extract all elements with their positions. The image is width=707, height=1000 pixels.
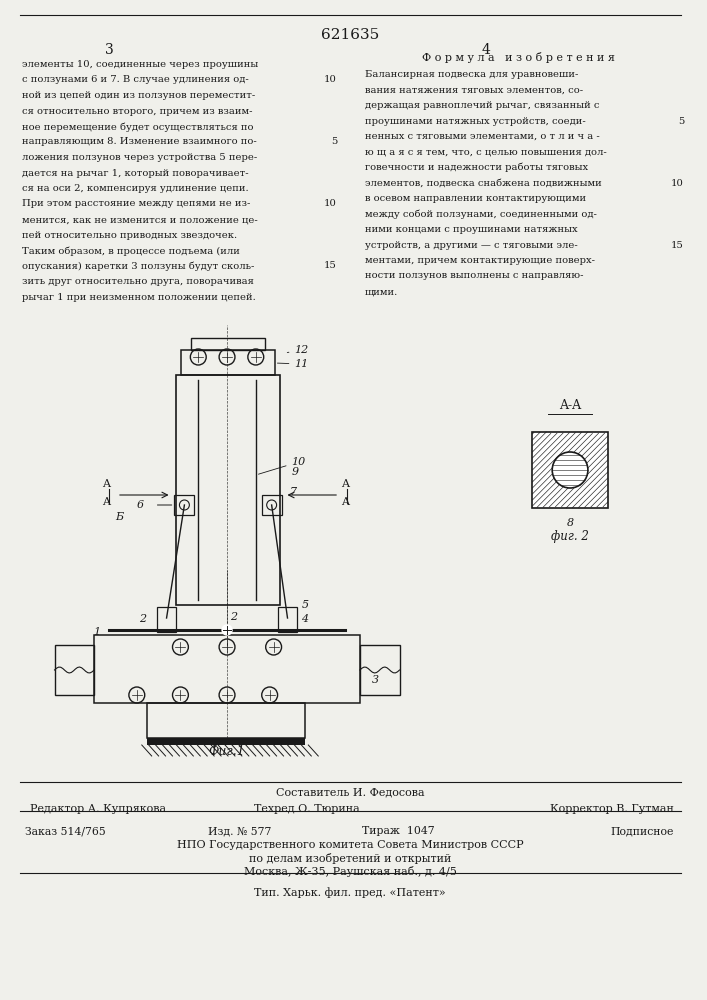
Text: Заказ 514/765: Заказ 514/765 bbox=[25, 826, 105, 836]
Circle shape bbox=[552, 452, 588, 488]
Text: 8: 8 bbox=[566, 518, 573, 528]
Text: Тип. Харьк. фил. пред. «Патент»: Тип. Харьк. фил. пред. «Патент» bbox=[254, 887, 446, 898]
Text: Корректор В. Гутман: Корректор В. Гутман bbox=[550, 804, 674, 814]
Text: 4: 4 bbox=[481, 43, 490, 57]
Text: ними концами с проушинами натяжных: ними концами с проушинами натяжных bbox=[365, 225, 578, 234]
Text: ной из цепей один из ползунов переместит-: ной из цепей один из ползунов переместит… bbox=[22, 91, 255, 100]
Text: щими.: щими. bbox=[365, 287, 398, 296]
Text: элементы 10, соединенные через проушины: элементы 10, соединенные через проушины bbox=[22, 60, 258, 69]
Text: Москва, Ж-35, Раушская наб., д. 4/5: Москва, Ж-35, Раушская наб., д. 4/5 bbox=[243, 866, 457, 877]
Text: Составитель И. Федосова: Составитель И. Федосова bbox=[276, 787, 424, 797]
Text: ментами, причем контактирующие поверх-: ментами, причем контактирующие поверх- bbox=[365, 256, 595, 265]
Text: A: A bbox=[341, 497, 349, 507]
Text: 11: 11 bbox=[277, 359, 309, 369]
Text: проушинами натяжных устройств, соеди-: проушинами натяжных устройств, соеди- bbox=[365, 116, 585, 125]
Circle shape bbox=[222, 625, 232, 635]
Bar bbox=[532, 432, 608, 508]
Text: 10: 10 bbox=[325, 200, 337, 209]
Bar bbox=[192, 338, 264, 350]
Text: 5: 5 bbox=[331, 137, 337, 146]
Text: 9: 9 bbox=[291, 467, 298, 477]
Text: с ползунами 6 и 7. В случае удлинения од-: с ползунами 6 и 7. В случае удлинения од… bbox=[22, 76, 249, 85]
Text: направляющим 8. Изменение взаимного по-: направляющим 8. Изменение взаимного по- bbox=[22, 137, 257, 146]
Text: пей относительно приводных звездочек.: пей относительно приводных звездочек. bbox=[22, 231, 237, 239]
Bar bbox=[147, 738, 305, 745]
Text: опускания) каретки 3 ползуны будут сколь-: опускания) каретки 3 ползуны будут сколь… bbox=[22, 261, 255, 271]
Text: 7: 7 bbox=[289, 487, 297, 497]
Text: Фиг.1: Фиг.1 bbox=[209, 745, 245, 758]
Bar bbox=[177, 375, 279, 605]
Text: дается на рычаг 1, который поворачивает-: дается на рычаг 1, который поворачивает- bbox=[22, 168, 248, 178]
Bar bbox=[360, 645, 399, 695]
Text: устройств, а другими — с тяговыми эле-: устройств, а другими — с тяговыми эле- bbox=[365, 240, 578, 249]
Text: Балансирная подвеска для уравновеши-: Балансирная подвеска для уравновеши- bbox=[365, 70, 578, 79]
Text: A: A bbox=[341, 479, 349, 489]
Text: A-A: A-A bbox=[559, 399, 581, 412]
Text: НПО Государственного комитета Совета Министров СССР: НПО Государственного комитета Совета Мин… bbox=[177, 840, 523, 850]
Text: держащая равноплечий рычаг, связанный с: держащая равноплечий рычаг, связанный с bbox=[365, 101, 600, 110]
Text: 2: 2 bbox=[230, 612, 237, 622]
Text: 1: 1 bbox=[93, 627, 100, 637]
Text: зить друг относительно друга, поворачивая: зить друг относительно друга, поворачива… bbox=[22, 277, 254, 286]
Bar bbox=[147, 703, 305, 738]
Text: элементов, подвеска снабжена подвижными: элементов, подвеска снабжена подвижными bbox=[365, 178, 602, 188]
Text: говечности и надежности работы тяговых: говечности и надежности работы тяговых bbox=[365, 163, 588, 172]
Text: 2: 2 bbox=[139, 614, 146, 624]
Text: ности ползунов выполнены с направляю-: ности ползунов выполнены с направляю- bbox=[365, 271, 583, 280]
Text: Подписное: Подписное bbox=[611, 826, 674, 836]
Text: ю щ а я с я тем, что, с целью повышения дол-: ю щ а я с я тем, что, с целью повышения … bbox=[365, 147, 607, 156]
Bar bbox=[175, 495, 194, 515]
Text: 10: 10 bbox=[671, 178, 684, 188]
Text: 621635: 621635 bbox=[321, 28, 379, 42]
Text: 3: 3 bbox=[372, 675, 379, 685]
Text: 15: 15 bbox=[325, 261, 337, 270]
Text: Изд. № 577: Изд. № 577 bbox=[208, 826, 271, 836]
Text: между собой ползунами, соединенными од-: между собой ползунами, соединенными од- bbox=[365, 210, 597, 219]
Text: в осевом направлении контактирующими: в осевом направлении контактирующими bbox=[365, 194, 586, 203]
Bar bbox=[157, 607, 177, 632]
Bar bbox=[54, 645, 94, 695]
Text: Ф о р м у л а   и з о б р е т е н и я: Ф о р м у л а и з о б р е т е н и я bbox=[422, 52, 615, 63]
Text: 10: 10 bbox=[325, 76, 337, 85]
Text: фиг. 2: фиг. 2 bbox=[551, 530, 589, 543]
Text: рычаг 1 при неизменном положении цепей.: рычаг 1 при неизменном положении цепей. bbox=[22, 292, 255, 302]
Text: менится, как не изменится и положение це-: менится, как не изменится и положение це… bbox=[22, 215, 257, 224]
Text: 5: 5 bbox=[678, 116, 684, 125]
Text: Техред О. Тюрина: Техред О. Тюрина bbox=[255, 804, 360, 814]
Text: 12: 12 bbox=[287, 345, 309, 355]
Text: 4: 4 bbox=[301, 614, 308, 624]
Text: ложения ползунов через устройства 5 пере-: ложения ползунов через устройства 5 пере… bbox=[22, 153, 257, 162]
Text: A: A bbox=[102, 497, 110, 507]
Text: 10: 10 bbox=[259, 457, 305, 474]
Text: При этом расстояние между цепями не из-: При этом расстояние между цепями не из- bbox=[22, 200, 250, 209]
Text: ное перемещение будет осуществляться по: ное перемещение будет осуществляться по bbox=[22, 122, 253, 131]
Bar bbox=[262, 495, 281, 515]
Bar bbox=[182, 350, 274, 375]
Text: 3: 3 bbox=[105, 43, 113, 57]
Text: Редактор А. Купрякова: Редактор А. Купрякова bbox=[30, 804, 166, 814]
Text: вания натяжения тяговых элементов, со-: вания натяжения тяговых элементов, со- bbox=[365, 86, 583, 95]
Text: Тираж  1047: Тираж 1047 bbox=[362, 826, 435, 836]
Text: 6: 6 bbox=[137, 500, 144, 510]
Text: Таким образом, в процессе подъема (или: Таким образом, в процессе подъема (или bbox=[22, 246, 240, 255]
Text: Б: Б bbox=[115, 512, 123, 522]
Text: 15: 15 bbox=[671, 240, 684, 249]
Text: по делам изобретений и открытий: по делам изобретений и открытий bbox=[249, 853, 451, 864]
Text: 5: 5 bbox=[301, 600, 308, 610]
Bar bbox=[94, 635, 360, 703]
Bar bbox=[278, 607, 298, 632]
Text: ся на оси 2, компенсируя удлинение цепи.: ся на оси 2, компенсируя удлинение цепи. bbox=[22, 184, 248, 193]
Text: ся относительно второго, причем из взаим-: ся относительно второго, причем из взаим… bbox=[22, 106, 252, 115]
Text: A: A bbox=[102, 479, 110, 489]
Text: ненных с тяговыми элементами, о т л и ч а -: ненных с тяговыми элементами, о т л и ч … bbox=[365, 132, 600, 141]
